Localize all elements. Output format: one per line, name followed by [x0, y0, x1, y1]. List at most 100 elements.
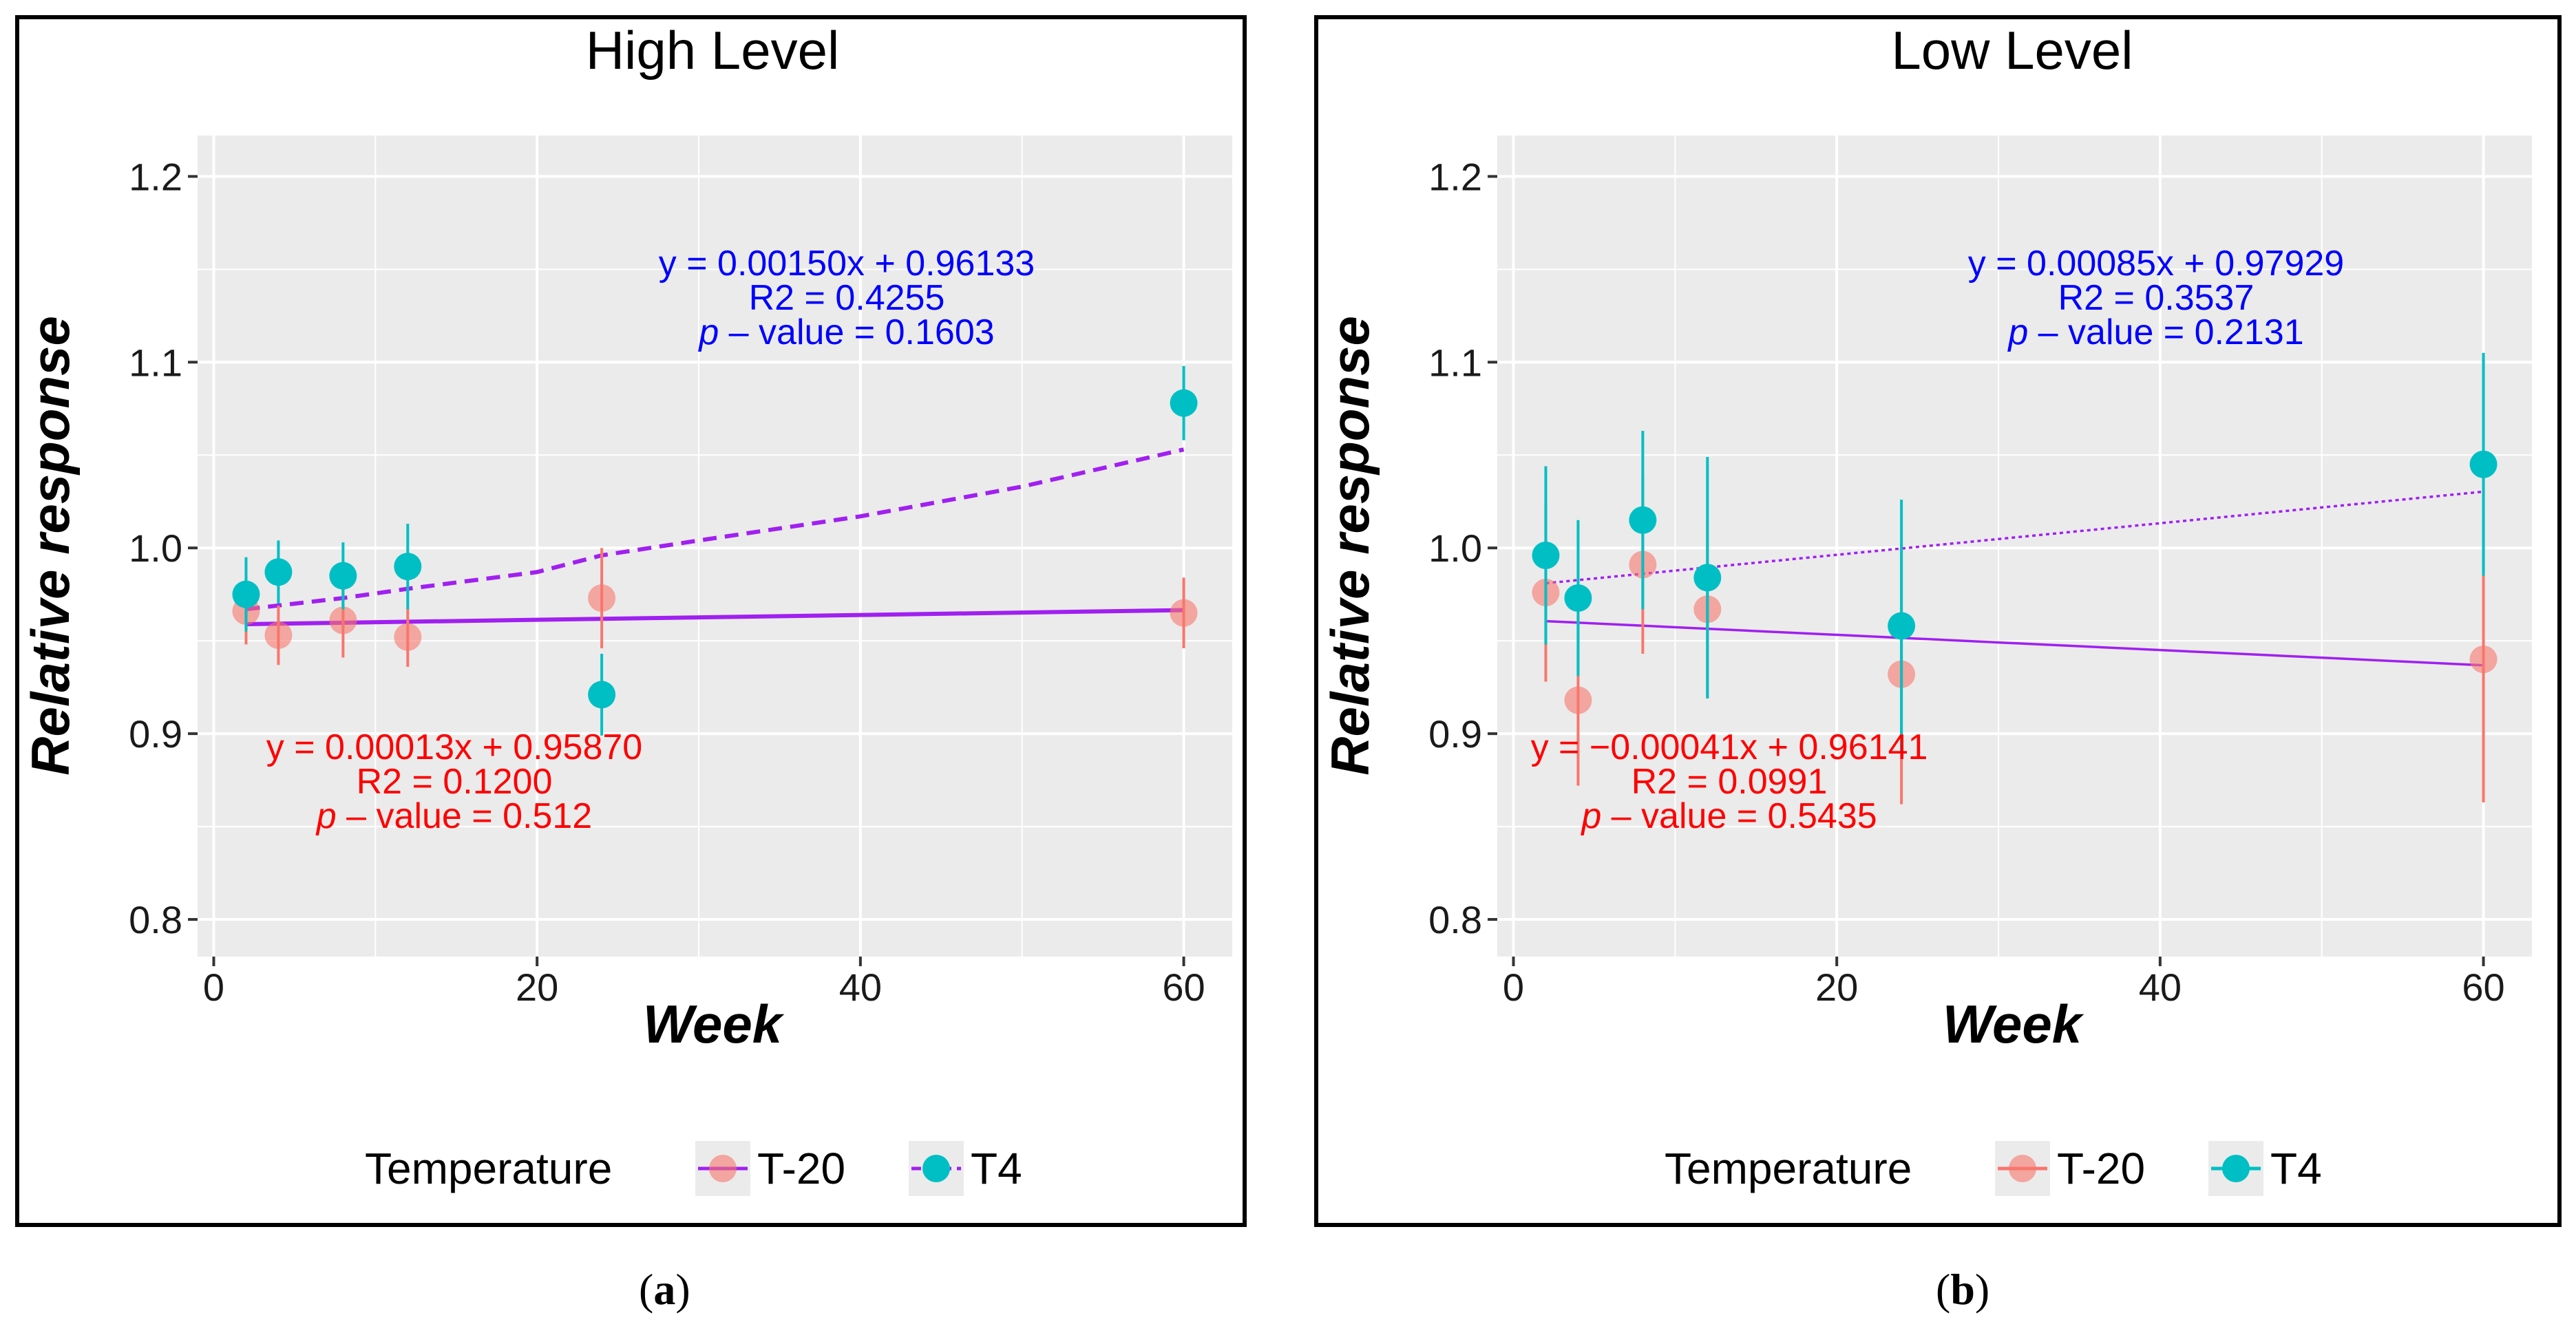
annotation-p-letter: p: [315, 796, 337, 836]
minor-grid: [198, 136, 1232, 957]
data-points: [1532, 352, 2498, 804]
legend-key-t-20: [1995, 1141, 2050, 1196]
panel-a: 0 20 40 60 0.8 0.9 1.0 1.1 1.2 High Level Week Rela…: [15, 15, 1247, 1227]
x-tick-label: 60: [2462, 966, 2504, 1009]
legend-key-point: [922, 1155, 950, 1182]
y-tick-label: 1.1: [129, 341, 182, 384]
point-t4: [588, 681, 616, 709]
annotation-equation: y = −0.00041x + 0.96141: [1531, 727, 1928, 767]
subfigure-label-close: ): [1975, 1265, 1989, 1314]
legend-key-t4: [2208, 1141, 2263, 1196]
fit-line-t4: [1545, 490, 2484, 585]
x-axis-label: Week: [1943, 994, 2084, 1054]
subfigure-label-open: (: [639, 1265, 653, 1314]
point-t-20: [329, 606, 357, 634]
legend-title: Temperature: [365, 1144, 612, 1193]
annotation-pvalue: p – value = 0.2131: [2007, 312, 2303, 352]
point-t4: [1888, 612, 1916, 640]
point-t-20: [1564, 686, 1592, 714]
y-tick-label: 1.2: [1428, 155, 1482, 198]
legend-key-t4: [909, 1141, 964, 1196]
y-tick-label: 0.9: [129, 712, 182, 756]
x-tick-label: 40: [2139, 966, 2182, 1009]
point-t-20: [588, 584, 616, 612]
legend-label-t-20: T-20: [2057, 1144, 2145, 1193]
plot-background: [1497, 136, 2532, 957]
point-t4: [1170, 389, 1198, 417]
legend-label-t4: T4: [971, 1144, 1022, 1193]
annotation-pvalue: p – value = 0.512: [315, 796, 592, 836]
subfigure-label-close: ): [675, 1265, 690, 1314]
point-t4: [329, 562, 357, 590]
annotation-r2: R2 = 0.1200: [357, 762, 553, 802]
subfigure-label-letter: a: [653, 1265, 675, 1314]
y-tick-label: 0.8: [129, 898, 182, 941]
subfigure-label-open: (: [1936, 1265, 1950, 1314]
point-t4: [232, 580, 260, 608]
panel-frame: [15, 15, 1247, 1227]
annotation-p-rest: – value = 0.512: [337, 796, 593, 836]
annotation-p-letter: p: [1580, 796, 1601, 836]
legend: Temperature T-20 T4: [365, 1141, 1022, 1196]
legend-key-t-20: [695, 1141, 750, 1196]
y-tick-label: 1.0: [129, 526, 182, 570]
x-tick-label: 20: [516, 966, 558, 1009]
legend: Temperature T-20 T4: [1665, 1141, 2322, 1196]
axes: 0 20 40 60 0.8 0.9 1.0 1.1 1.2: [129, 155, 1205, 1009]
y-tick-label: 1.2: [129, 155, 182, 198]
point-t4: [1629, 506, 1657, 534]
subfigure-label-letter: b: [1950, 1265, 1975, 1314]
subfigure-label: (b): [1936, 1265, 1989, 1314]
legend-title: Temperature: [1665, 1144, 1912, 1193]
x-tick-label: 60: [1162, 966, 1205, 1009]
x-tick-label: 40: [839, 966, 882, 1009]
legend-key-point: [2222, 1155, 2250, 1182]
point-t-20: [2469, 646, 2498, 674]
y-axis-label: Relative response: [1320, 316, 1380, 776]
y-tick-label: 1.1: [1428, 341, 1482, 384]
point-t-20: [1170, 599, 1198, 627]
y-tick-label: 1.0: [1428, 526, 1482, 570]
x-tick-label: 0: [1503, 966, 1524, 1009]
plot-background: [198, 136, 1232, 957]
point-t4: [394, 553, 422, 581]
annotation-r2: R2 = 0.4255: [749, 278, 945, 318]
legend-label-t-20: T-20: [757, 1144, 845, 1193]
x-tick-label: 0: [203, 966, 224, 1009]
fit-lines: [1545, 490, 2484, 667]
annotation-pvalue: p – value = 0.1603: [697, 312, 994, 352]
panel-b: 0 20 40 60 0.8 0.9 1.0 1.1 1.2 Low Level Week Relat…: [1314, 15, 2562, 1227]
fit-line-t-20: [246, 608, 1184, 626]
panel-frame: [1314, 15, 2562, 1227]
annotation-equation: y = 0.00013x + 0.95870: [266, 727, 642, 767]
y-axis-label: Relative response: [20, 316, 81, 776]
chart-title: Low Level: [1891, 20, 2133, 81]
x-tick-label: 20: [1815, 966, 1858, 1009]
legend-key-point: [709, 1155, 737, 1182]
point-t4: [1693, 564, 1722, 592]
annotation-r2: R2 = 0.3537: [2058, 278, 2255, 318]
annotation-p-letter: p: [2007, 312, 2028, 352]
fit-line-t-20: [1545, 619, 2484, 667]
point-t4: [1564, 584, 1592, 612]
annotation-p-rest: – value = 0.5435: [1601, 796, 1877, 836]
point-t-20: [394, 623, 422, 651]
point-t-20: [264, 621, 293, 650]
annotation-r2: R2 = 0.0991: [1632, 762, 1828, 802]
chart-title: High Level: [586, 20, 840, 81]
y-tick-label: 0.9: [1428, 712, 1482, 756]
x-axis-label: Week: [643, 994, 785, 1054]
annotation-p-rest: – value = 0.2131: [2028, 312, 2303, 352]
annotation-equation: y = 0.00085x + 0.97929: [1968, 244, 2344, 284]
data-points: [232, 365, 1198, 736]
subfigure-label: (a): [639, 1265, 690, 1314]
annotation-pvalue: p – value = 0.5435: [1580, 796, 1877, 836]
major-grid: [1497, 136, 2532, 957]
annotation-p-letter: p: [697, 312, 719, 352]
point-t4: [264, 558, 293, 586]
legend-key-point: [2009, 1155, 2036, 1182]
point-t4: [2469, 450, 2498, 478]
